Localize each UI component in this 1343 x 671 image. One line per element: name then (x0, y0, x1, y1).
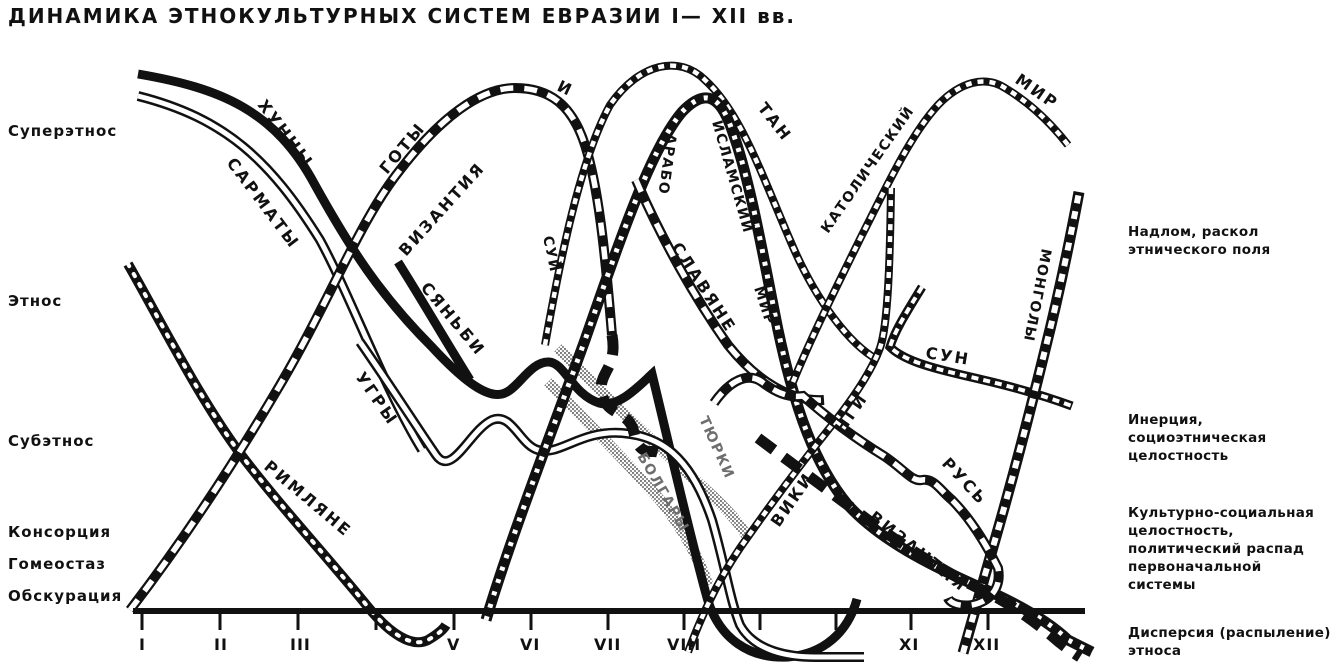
tick-label-vii: VII (594, 635, 621, 654)
tick-label-viii: VIII (667, 635, 701, 654)
curve-vizantiya2 (754, 433, 1083, 662)
curve-vizantiya-wiggle (595, 334, 660, 458)
tick-label-i: I (139, 635, 146, 654)
annotation-inertsiya-line3: целостность (1128, 448, 1228, 464)
annotation-nadlom-line2: этнического поля (1128, 242, 1270, 258)
label-vizantiya: ВИЗАНТИЯ (395, 158, 489, 259)
tick-label-iii: III (290, 635, 311, 654)
tick-label-vi: VI (520, 635, 540, 654)
curve-vikingi (688, 188, 891, 652)
scale-superethnos: Суперэтнос (8, 122, 117, 140)
x-axis (133, 608, 1085, 630)
page-title: ДИНАМИКА ЭТНОКУЛЬТУРНЫХ СИСТЕМ ЕВРАЗИИ I… (8, 4, 796, 28)
tick-label-xii: XII (973, 635, 1000, 654)
label-vizantiya2: ВИЗАНТИЯ (866, 507, 972, 595)
x-axis-labels: I II III V VI VII VIII XI XII (139, 635, 1000, 654)
scale-konsortsiya: Консорция (8, 523, 111, 541)
label-sui: СУЙ (539, 234, 563, 274)
curve-rimlyane (128, 264, 446, 642)
annotation-inertsiya-line1: Инерция, (1128, 412, 1203, 428)
annotation-dispersiya-line2: этноса (1128, 643, 1181, 659)
label-i-conj: И (554, 76, 576, 100)
scale-gomeostaz: Гомеостаз (8, 555, 106, 573)
label-slavyane: СЛАВЯНЕ (668, 239, 740, 336)
annotation-nadlom-line1: Надлом, раскол (1128, 224, 1259, 240)
curve-labels: ХУННЫ САРМАТЫ ГОТЫ ВИЗАНТИЯ И СЯНЬБИ УГР… (223, 70, 1063, 596)
annotation-kulturno-line4: первоначальной (1128, 559, 1261, 575)
tick-label-xi: XI (899, 635, 919, 654)
annotation-dispersiya-line1: Дисперсия (распыление) (1128, 625, 1331, 641)
tick-label-ii: II (214, 635, 228, 654)
scale-subethnos: Субэтнос (8, 432, 94, 450)
annotation-kulturno-line1: Культурно-социальная (1128, 505, 1314, 521)
y-scale-labels: Суперэтнос Этнос Субэтнос Консорция Гоме… (8, 122, 122, 605)
tick-label-v: V (447, 635, 460, 654)
scale-obskuratsiya: Обскурация (8, 587, 122, 605)
label-tan: ТАН (754, 99, 796, 146)
scale-ethnos: Этнос (8, 292, 62, 310)
annotation-inertsiya-line2: социоэтническая (1128, 430, 1267, 446)
annotation-kulturno-line3: политический распад (1128, 541, 1304, 557)
curve-goty-vizantiya (130, 88, 660, 610)
curve-syanbi (394, 259, 474, 383)
label-tyurki: ТЮРКИ (695, 414, 737, 482)
right-annotations: Надлом, раскол этнического поля Инерция,… (1128, 224, 1331, 659)
annotation-kulturno-line5: системы (1128, 577, 1196, 593)
annotation-kulturno-line2: целостность, (1128, 523, 1234, 539)
